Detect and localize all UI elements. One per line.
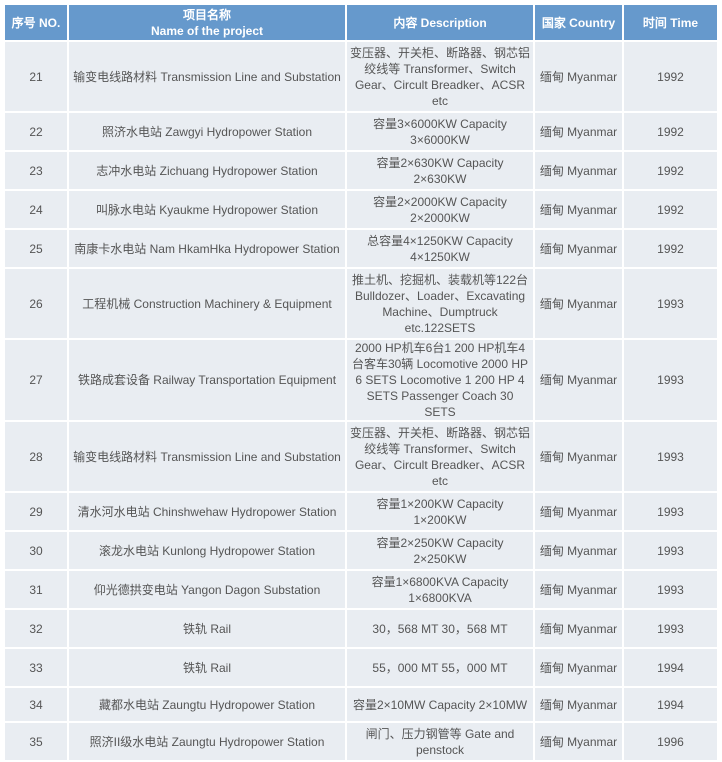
table-row: 29 清水河水电站 Chinshwehaw Hydropower Station 容… (3, 491, 719, 532)
cell-name: 铁路成套设备 Railway Transportation Equipment (67, 338, 347, 422)
cell-country: 缅甸 Myanmar (533, 111, 624, 152)
cell-desc: 容量1×6800KVA Capacity 1×6800KVA (345, 569, 535, 610)
cell-country: 缅甸 Myanmar (533, 228, 624, 269)
table-row: 24 叫脉水电站 Kyaukme Hydropower Station 容量2×20… (3, 189, 719, 230)
cell-country: 缅甸 Myanmar (533, 530, 624, 571)
cell-no: 24 (3, 189, 69, 230)
table-row: 26 工程机械 Construction Machinery & Equipmen… (3, 267, 719, 340)
cell-no: 27 (3, 338, 69, 422)
cell-desc: 变压器、开关柜、断路器、钢芯铝绞线等 Transformer、Switch Ge… (345, 420, 535, 493)
cell-time: 1993 (622, 608, 719, 649)
header-no: 序号 NO. (3, 3, 69, 42)
cell-no: 29 (3, 491, 69, 532)
table-row: 25 南康卡水电站 Nam HkamHka Hydropower Station 总… (3, 228, 719, 269)
cell-desc: 推土机、挖掘机、装载机等122台 Bulldozer、Loader、Excava… (345, 267, 535, 340)
cell-desc: 容量2×10MW Capacity 2×10MW (345, 686, 535, 723)
cell-country: 缅甸 Myanmar (533, 491, 624, 532)
cell-name: 仰光德拱变电站 Yangon Dagon Substation (67, 569, 347, 610)
cell-desc: 容量3×6000KW Capacity 3×6000KW (345, 111, 535, 152)
cell-time: 1993 (622, 338, 719, 422)
table-row: 23 志冲水电站 Zichuang Hydropower Station 容量2×6… (3, 150, 719, 191)
cell-no: 30 (3, 530, 69, 571)
cell-time: 1993 (622, 530, 719, 571)
table-row: 21 输变电线路材料 Transmission Line and Substati… (3, 40, 719, 113)
cell-country: 缅甸 Myanmar (533, 721, 624, 762)
cell-country: 缅甸 Myanmar (533, 569, 624, 610)
table-row: 34 藏都水电站 Zaungtu Hydropower Station 容量2×10… (3, 686, 719, 723)
cell-time: 1992 (622, 189, 719, 230)
cell-desc: 55，000 MT 55，000 MT (345, 647, 535, 688)
cell-name: 铁轨 Rail (67, 647, 347, 688)
cell-country: 缅甸 Myanmar (533, 338, 624, 422)
cell-name: 照济水电站 Zawgyi Hydropower Station (67, 111, 347, 152)
cell-no: 35 (3, 721, 69, 762)
cell-time: 1994 (622, 647, 719, 688)
header-name: 项目名称 Name of the project (67, 3, 347, 42)
cell-desc: 变压器、开关柜、断路器、钢芯铝绞线等 Transformer、Switch Ge… (345, 40, 535, 113)
table-row: 22 照济水电站 Zawgyi Hydropower Station 容量3×600… (3, 111, 719, 152)
cell-time: 1993 (622, 569, 719, 610)
table-row: 30 滚龙水电站 Kunlong Hydropower Station 容量2×25… (3, 530, 719, 571)
cell-no: 23 (3, 150, 69, 191)
cell-time: 1992 (622, 228, 719, 269)
header-name-en: Name of the project (150, 23, 264, 38)
cell-name: 藏都水电站 Zaungtu Hydropower Station (67, 686, 347, 723)
table-row: 33 铁轨 Rail 55，000 MT 55，000 MT 缅甸 Myanmar 19… (3, 647, 719, 688)
cell-time: 1992 (622, 150, 719, 191)
cell-country: 缅甸 Myanmar (533, 189, 624, 230)
cell-time: 1993 (622, 491, 719, 532)
cell-desc: 2000 HP机车6台1 200 HP机车4台客车30辆 Locomotive … (345, 338, 535, 422)
cell-country: 缅甸 Myanmar (533, 420, 624, 493)
cell-desc: 30，568 MT 30，568 MT (345, 608, 535, 649)
table-row: 27 铁路成套设备 Railway Transportation Equipmen… (3, 338, 719, 422)
cell-country: 缅甸 Myanmar (533, 267, 624, 340)
table-row: 35 照济II级水电站 Zaungtu Hydropower Station 闸门、… (3, 721, 719, 762)
cell-no: 31 (3, 569, 69, 610)
header-row: 序号 NO. 项目名称 Name of the project 内容 Descri… (3, 3, 719, 42)
table-row: 31 仰光德拱变电站 Yangon Dagon Substation 容量1×680… (3, 569, 719, 610)
cell-no: 34 (3, 686, 69, 723)
header-desc: 内容 Description (345, 3, 535, 42)
cell-no: 26 (3, 267, 69, 340)
cell-no: 32 (3, 608, 69, 649)
cell-desc: 容量2×630KW Capacity 2×630KW (345, 150, 535, 191)
header-country: 国家 Country (533, 3, 624, 42)
cell-country: 缅甸 Myanmar (533, 647, 624, 688)
cell-time: 1994 (622, 686, 719, 723)
projects-table: 序号 NO. 项目名称 Name of the project 内容 Descri… (3, 3, 719, 762)
cell-name: 滚龙水电站 Kunlong Hydropower Station (67, 530, 347, 571)
cell-time: 1992 (622, 40, 719, 113)
cell-name: 铁轨 Rail (67, 608, 347, 649)
cell-name: 工程机械 Construction Machinery & Equipment (67, 267, 347, 340)
cell-desc: 闸门、压力钢管等 Gate and penstock (345, 721, 535, 762)
cell-time: 1993 (622, 420, 719, 493)
cell-no: 28 (3, 420, 69, 493)
header-time: 时间 Time (622, 3, 719, 42)
cell-name: 南康卡水电站 Nam HkamHka Hydropower Station (67, 228, 347, 269)
cell-time: 1996 (622, 721, 719, 762)
cell-name: 输变电线路材料 Transmission Line and Substation (67, 420, 347, 493)
cell-country: 缅甸 Myanmar (533, 150, 624, 191)
cell-no: 22 (3, 111, 69, 152)
cell-desc: 容量2×250KW Capacity 2×250KW (345, 530, 535, 571)
cell-desc: 总容量4×1250KW Capacity 4×1250KW (345, 228, 535, 269)
cell-name: 志冲水电站 Zichuang Hydropower Station (67, 150, 347, 191)
cell-name: 照济II级水电站 Zaungtu Hydropower Station (67, 721, 347, 762)
cell-name: 清水河水电站 Chinshwehaw Hydropower Station (67, 491, 347, 532)
cell-no: 25 (3, 228, 69, 269)
cell-name: 叫脉水电站 Kyaukme Hydropower Station (67, 189, 347, 230)
cell-time: 1992 (622, 111, 719, 152)
cell-time: 1993 (622, 267, 719, 340)
cell-country: 缅甸 Myanmar (533, 40, 624, 113)
table-row: 32 铁轨 Rail 30，568 MT 30，568 MT 缅甸 Myanmar 19… (3, 608, 719, 649)
cell-country: 缅甸 Myanmar (533, 608, 624, 649)
table-row: 28 输变电线路材料 Transmission Line and Substati… (3, 420, 719, 493)
cell-country: 缅甸 Myanmar (533, 686, 624, 723)
cell-desc: 容量1×200KW Capacity 1×200KW (345, 491, 535, 532)
header-name-cn: 项目名称 (182, 7, 231, 22)
cell-desc: 容量2×2000KW Capacity 2×2000KW (345, 189, 535, 230)
cell-no: 21 (3, 40, 69, 113)
cell-name: 输变电线路材料 Transmission Line and Substation (67, 40, 347, 113)
cell-no: 33 (3, 647, 69, 688)
